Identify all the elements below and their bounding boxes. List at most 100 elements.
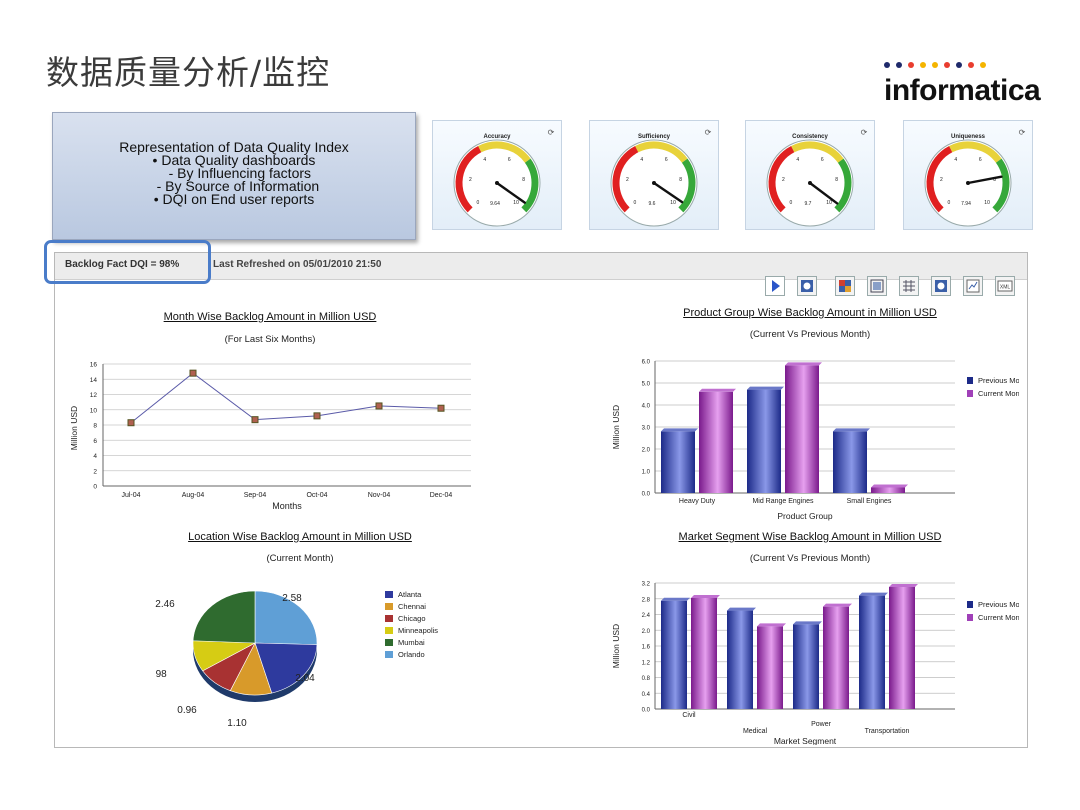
gauge-band xyxy=(768,146,795,213)
tick-label: 12 xyxy=(90,392,98,399)
bar xyxy=(889,586,915,709)
gauge-scale-label: 0 xyxy=(948,200,951,206)
gauge-value-label: 9.7 xyxy=(805,201,812,207)
gauge-scale-label: 4 xyxy=(796,157,799,163)
tick-label: 1.6 xyxy=(642,645,651,651)
tick-label: Civil xyxy=(682,712,696,719)
gauge-refresh-icon: ⟳ xyxy=(861,128,868,137)
tick-label: Medical xyxy=(743,728,768,735)
gauge-band xyxy=(678,158,696,213)
legend-swatch xyxy=(385,639,393,646)
tick-label: 10 xyxy=(90,407,98,414)
info-line: - By Influencing factors xyxy=(156,165,312,181)
legend-swatch xyxy=(385,627,393,634)
play-button[interactable] xyxy=(765,276,785,296)
table-view-button[interactable] xyxy=(899,276,919,296)
grid-view-button[interactable] xyxy=(867,276,887,296)
panel-header: Backlog Fact DQI = 98% Last Refreshed on… xyxy=(55,253,1027,280)
data-point xyxy=(375,402,383,410)
bar-top xyxy=(691,594,720,598)
bar-top xyxy=(833,428,870,432)
chart-subtitle: (Current Vs Previous Month) xyxy=(749,329,871,340)
legend-label: Current Month xyxy=(978,613,1019,622)
data-point xyxy=(127,419,135,427)
dqi-label: Backlog Fact DQI = 98% xyxy=(65,259,180,270)
gauge-scale-label: 4 xyxy=(640,157,643,163)
gauge-scale-label: 10 xyxy=(826,200,832,206)
legend-swatch xyxy=(385,591,393,598)
gauge-band xyxy=(791,141,844,163)
gauge-band xyxy=(612,146,639,213)
pie-value-label: 0.98 xyxy=(155,669,167,680)
chart-subtitle: (For Last Six Months) xyxy=(224,334,316,345)
gauge-refresh-icon: ⟳ xyxy=(705,128,712,137)
chart-view-button[interactable] xyxy=(835,276,855,296)
bar-top xyxy=(889,583,918,587)
legend-label: Previous Month xyxy=(978,600,1019,609)
logo-dots xyxy=(884,62,986,68)
bar-top xyxy=(757,623,786,627)
bar-top xyxy=(785,362,822,366)
tick-label: 2 xyxy=(93,468,97,475)
last-refreshed: Last Refreshed on 05/01/2010 21:50 xyxy=(213,259,382,270)
gauge-hub xyxy=(808,181,812,185)
pie-value-label: 2.46 xyxy=(155,599,175,610)
chart-title: Location Wise Backlog Amount in Million … xyxy=(188,531,412,543)
legend-swatch xyxy=(385,651,393,658)
logo-dot xyxy=(968,62,974,68)
xml-label: XML xyxy=(1000,285,1011,291)
chart-title: Month Wise Backlog Amount in Million USD xyxy=(163,311,377,323)
x-axis-label: Product Group xyxy=(777,511,833,521)
legend-swatch xyxy=(967,377,973,384)
export-button[interactable] xyxy=(963,276,983,296)
info-button[interactable] xyxy=(931,276,951,296)
bar-top xyxy=(661,428,698,432)
logo-dot xyxy=(980,62,986,68)
logo-text: informatica xyxy=(884,74,1041,107)
bar xyxy=(823,606,849,709)
dqi-info-box: Representation of Data Quality Index • D… xyxy=(52,112,416,240)
info-line: • Data Quality dashboards xyxy=(152,152,316,168)
y-axis-label: Million USD xyxy=(611,405,621,449)
pie-slice xyxy=(254,642,318,694)
gauge-scale-label: 10 xyxy=(513,200,519,206)
gauge-uniqueness: Uniqueness ⟳ 0 2 4 6 8 10 7.94 xyxy=(903,120,1033,230)
tick-label: 2.4 xyxy=(642,613,651,619)
gauge-title: Accuracy xyxy=(483,134,511,140)
gauge-scale-label: 0 xyxy=(634,200,637,206)
gauge-hub xyxy=(966,181,970,185)
tick-label: Heavy Duty xyxy=(679,498,716,505)
tick-label: 0.0 xyxy=(642,492,651,498)
bar xyxy=(661,431,695,493)
pie-value-label: 2.04 xyxy=(295,673,315,684)
pie-value-label: 0.96 xyxy=(177,705,197,716)
gauge-title: Sufficiency xyxy=(638,134,671,140)
informatica-logo: informatica xyxy=(884,62,1041,114)
bar xyxy=(727,610,753,709)
bar xyxy=(661,600,687,709)
logo-dot xyxy=(908,62,914,68)
refresh-button[interactable] xyxy=(797,276,817,296)
x-axis-label: Months xyxy=(272,501,302,511)
tick-label: Jul-04 xyxy=(121,492,140,499)
gauge-band xyxy=(478,141,531,163)
gauge-value-label: 9.64 xyxy=(490,201,500,207)
bar xyxy=(699,391,733,493)
tick-label: 5.0 xyxy=(642,382,651,388)
legend-label: Current Month xyxy=(978,389,1019,398)
bar-top xyxy=(859,592,888,596)
tick-label: Power xyxy=(811,721,832,728)
bar-top xyxy=(871,484,908,488)
data-point xyxy=(437,404,445,412)
xml-export-button[interactable]: XML xyxy=(995,276,1015,296)
market-segment-bar-chart: 0.0 0.4 0.8 1.2 1.6 2.0 2.4 2.8 3.2 Civil Medical P… xyxy=(611,582,1019,746)
bar xyxy=(833,431,867,493)
legend-swatch xyxy=(967,390,973,397)
gauge-title: Consistency xyxy=(792,134,828,140)
bar xyxy=(871,487,905,493)
tick-label: Aug-04 xyxy=(182,492,205,499)
chart-title: Product Group Wise Backlog Amount in Mil… xyxy=(683,307,937,319)
gauge-value-label: 9.6 xyxy=(649,201,656,207)
legend-label: Chicago xyxy=(398,614,426,623)
legend-label: Chennai xyxy=(398,602,426,611)
